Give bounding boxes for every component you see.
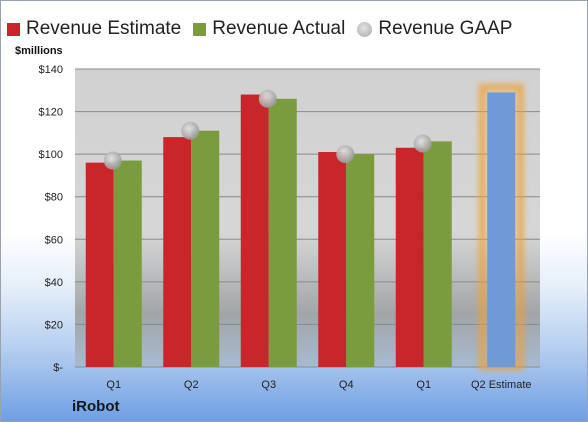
plot-area (75, 69, 540, 367)
y-tick-label: $20 (45, 319, 63, 331)
legend-label-gaap: Revenue GAAP (378, 18, 513, 39)
y-tick-label: $- (53, 362, 63, 374)
legend-item-estimate: Revenue Estimate (7, 18, 181, 40)
legend: Revenue Estimate Revenue Actual Revenue … (7, 15, 524, 43)
x-tick-label: Q1 (106, 379, 121, 391)
y-tick-label: $80 (45, 192, 63, 204)
legend-swatch-estimate (7, 22, 20, 36)
bar-projected (487, 92, 516, 368)
bar-estimate (163, 137, 192, 367)
y-tick-label: $40 (45, 277, 63, 289)
bar-actual (346, 154, 375, 367)
x-tick-label: Q4 (339, 379, 354, 391)
company-name: iRobot (72, 398, 120, 415)
y-tick-label: $100 (39, 149, 63, 161)
gaap-marker (103, 151, 122, 170)
gaap-marker (258, 89, 277, 108)
y-unit-label: $millions (15, 45, 63, 57)
bar-estimate (85, 162, 114, 367)
bar-actual (423, 141, 452, 367)
bar-estimate (240, 94, 269, 368)
x-tick-label: Q3 (261, 379, 276, 391)
x-tick-label: Q2 (184, 379, 199, 391)
legend-item-gaap: Revenue GAAP (357, 18, 512, 40)
legend-item-actual: Revenue Actual (193, 18, 345, 40)
bar-actual (113, 160, 142, 367)
bar-actual (268, 98, 297, 368)
legend-label-estimate: Revenue Estimate (26, 18, 182, 39)
legend-swatch-actual (193, 22, 207, 36)
y-tick-label: $140 (39, 64, 63, 76)
legend-label-actual: Revenue Actual (212, 18, 346, 39)
gaap-marker (181, 121, 200, 140)
x-tick-label: Q1 (416, 379, 431, 391)
bar-actual (191, 130, 220, 367)
y-tick-label: $60 (45, 234, 63, 246)
gaap-marker (336, 145, 355, 164)
y-tick-label: $120 (39, 107, 63, 119)
bar-estimate (395, 147, 424, 367)
legend-marker-gaap (357, 21, 373, 37)
x-tick-label: Q2 Estimate (471, 379, 532, 391)
gaap-marker (413, 134, 432, 153)
bar-estimate (318, 152, 347, 367)
